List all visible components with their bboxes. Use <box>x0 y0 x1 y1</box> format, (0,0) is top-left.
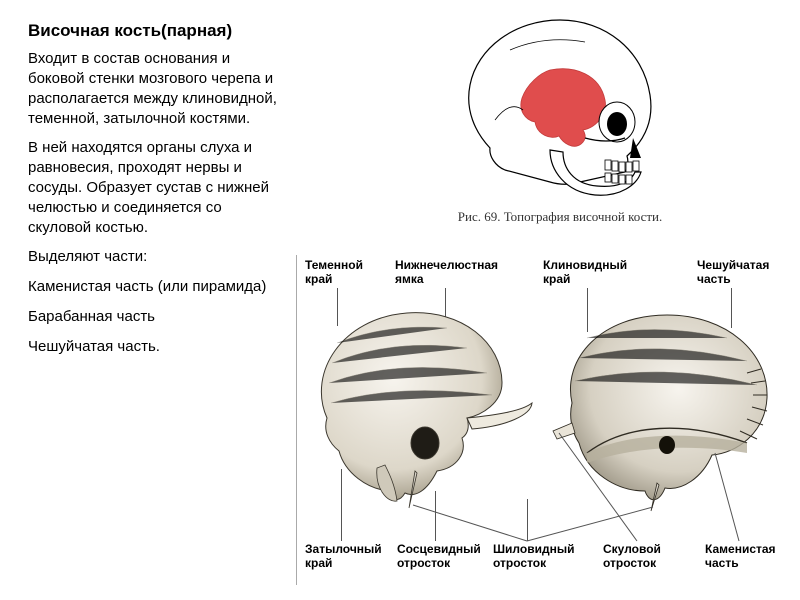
temporal-bone-internal-icon <box>547 303 787 513</box>
figure-title: Височная кость(парная) <box>28 20 286 41</box>
label-petrous-part: Каменистая часть <box>705 543 776 571</box>
temporal-bone-views: Теменной край Нижнечелюстная ямка Клинов… <box>296 255 789 585</box>
label-mandibular-fossa: Нижнечелюстная ямка <box>395 259 498 287</box>
skull-caption: Рис. 69. Топография височной кости. <box>420 209 700 225</box>
label-sphenoid-edge: Клиновидный край <box>543 259 627 287</box>
label-occipital-edge: Затылочный край <box>305 543 382 571</box>
label-squamous-part: Чешуйчатая часть <box>697 259 769 287</box>
paragraph: Каменистая часть (или пирамида) <box>28 277 286 297</box>
label-parietal-edge: Теменной край <box>305 259 363 287</box>
temporal-bone-external-icon <box>297 303 537 513</box>
paragraph: Барабанная часть <box>28 307 286 327</box>
text-column: Височная кость(парная) Входит в состав о… <box>28 20 286 367</box>
label-mastoid-process: Сосцевидный отросток <box>397 543 481 571</box>
paragraph: В ней находятся органы слуха и равновеси… <box>28 138 286 237</box>
skull-icon <box>455 10 665 205</box>
paragraph: Выделяют части: <box>28 247 286 267</box>
skull-figure: Рис. 69. Топография височной кости. <box>420 10 700 225</box>
label-zygomatic-process: Скуловой отросток <box>603 543 661 571</box>
paragraph: Чешуйчатая часть. <box>28 337 286 357</box>
label-styloid-process: Шиловидный отросток <box>493 543 574 571</box>
paragraph: Входит в состав основания и боковой стен… <box>28 49 286 128</box>
